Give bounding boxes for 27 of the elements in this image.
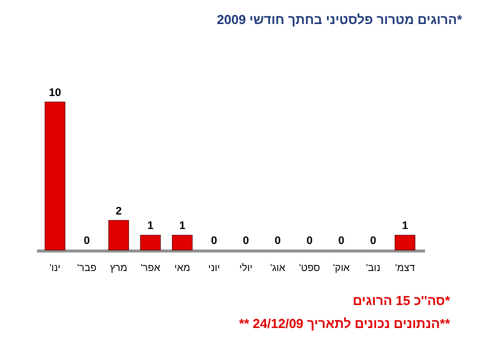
text: *סה''כ 15 הרוגים bbox=[352, 293, 451, 308]
data-label: 0 bbox=[274, 235, 281, 247]
x-tick-label: אפר' bbox=[140, 263, 161, 274]
x-tick-label: אוג' bbox=[270, 263, 286, 274]
x-tick-label: פבר' bbox=[77, 263, 96, 274]
x-tick-label: יוני bbox=[208, 263, 220, 274]
text: **הנתונים נכונים לתאריך 24/12/09 ** bbox=[239, 316, 451, 331]
data-label: 0 bbox=[370, 235, 376, 247]
x-tick-label: נוב' bbox=[366, 263, 380, 274]
x-tick-label: אוק' bbox=[333, 263, 350, 274]
data-label: 0 bbox=[338, 235, 344, 247]
x-tick-label: מרץ bbox=[110, 263, 128, 274]
x-tick-label: ספט' bbox=[299, 263, 320, 274]
data-label: 2 bbox=[116, 205, 122, 218]
x-tick-label: מאי bbox=[174, 263, 190, 274]
data-label: 1 bbox=[179, 220, 186, 232]
x-tick-label: ינו' bbox=[50, 263, 60, 274]
data-label: 10 bbox=[48, 87, 62, 99]
x-tick-label: דצמ' bbox=[395, 263, 416, 274]
data-label: 0 bbox=[211, 235, 218, 247]
data-label: 1 bbox=[147, 220, 154, 232]
data-label: 1 bbox=[402, 220, 408, 232]
data-label: 0 bbox=[306, 235, 313, 247]
data-label: 0 bbox=[242, 235, 249, 247]
chart-title: *הרוגים מטרור פלסטיני בחתך חודשי 2009 bbox=[216, 12, 463, 27]
data-label: 0 bbox=[84, 235, 90, 247]
x-tick-label: יולי bbox=[239, 262, 252, 274]
